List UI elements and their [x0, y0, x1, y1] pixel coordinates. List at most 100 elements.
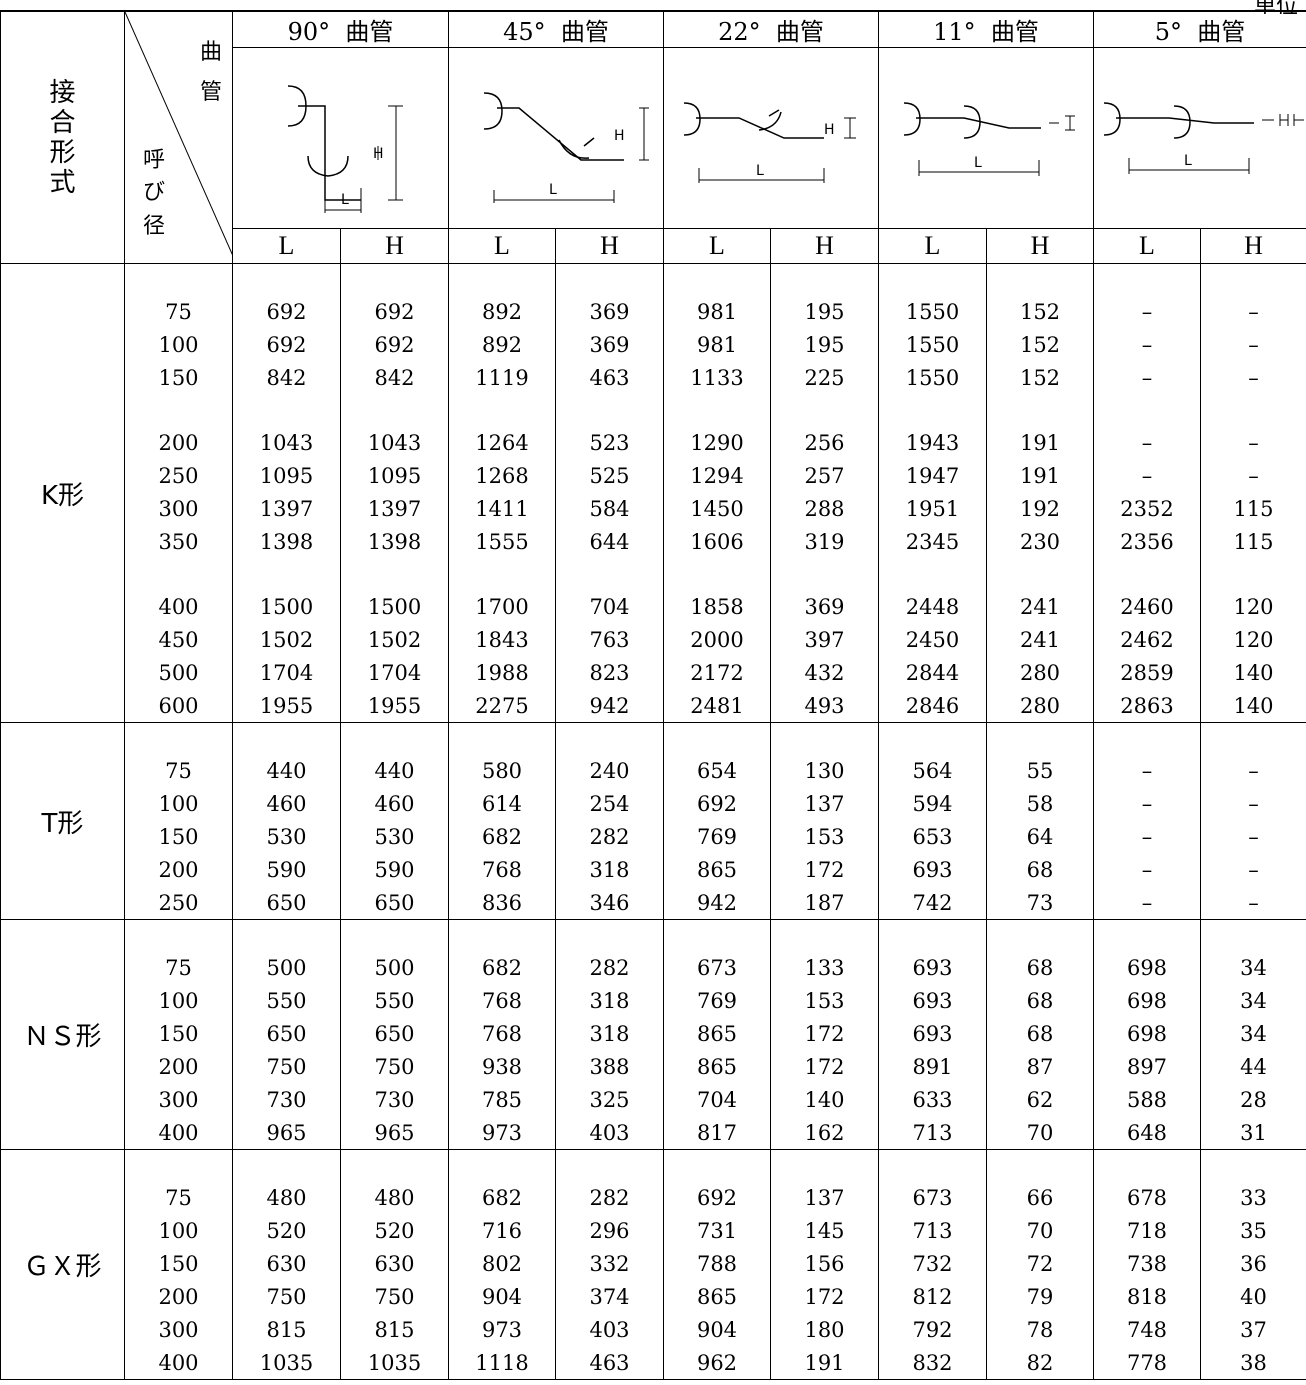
dimension-cell: 55	[986, 754, 1094, 787]
bend-22-title: 22° 曲管	[663, 10, 879, 48]
dimension-cell: 630	[232, 1247, 341, 1280]
dimension-cell: 1843	[448, 623, 556, 656]
dimension-cell: 325	[555, 1083, 664, 1116]
nominal-size-cell: 150	[124, 820, 233, 853]
table-row: 200 590 590 768 318 865 172 693 68– –	[1, 853, 1306, 886]
nominal-size-cell: 200	[124, 1050, 233, 1083]
dimension-cell: 530	[232, 820, 341, 853]
dimension-cell: 865	[663, 1017, 771, 1050]
dim-h-header: H	[770, 228, 879, 264]
dimension-cell: 682	[448, 820, 556, 853]
dimension-cell: 156	[770, 1247, 879, 1280]
dimension-cell: 463	[555, 361, 664, 394]
dimension-cell: 68	[986, 984, 1094, 1017]
dimension-cell: 815	[340, 1313, 449, 1346]
dimension-cell: 36	[1199, 1247, 1306, 1280]
dim-l-header: L	[663, 228, 771, 264]
table-row: 300 730 730 785 325 704 140 633 62 588 28	[1, 1083, 1306, 1116]
dimension-cell: 673	[663, 951, 771, 984]
table-row: 75 692 692 892 369 981 195 1550 152– –	[1, 295, 1306, 328]
dimension-cell: 257	[770, 459, 879, 492]
dimension-cell: 62	[986, 1083, 1094, 1116]
dimension-cell: 938	[448, 1050, 556, 1083]
dimension-cell: 2448	[878, 590, 987, 623]
nominal-size-cell: 400	[124, 590, 233, 623]
dimension-cell: –	[1093, 754, 1201, 787]
dimension-cell: 73	[986, 886, 1094, 920]
dimension-cell: 692	[663, 787, 771, 820]
dim-h-header: H	[340, 228, 449, 264]
dimension-cell: 115	[1199, 492, 1306, 525]
dimension-cell: 38	[1199, 1346, 1306, 1380]
dimension-cell: 153	[770, 820, 879, 853]
table-row: 200 1043 1043 1264 523 1290 256 1943 191– –	[1, 426, 1306, 459]
dimension-cell: 2844	[878, 656, 987, 689]
table-row: 75 440 440 580 240 654 130 564 55– –	[1, 754, 1306, 787]
dimension-cell: 1951	[878, 492, 987, 525]
dimension-cell: 1502	[340, 623, 449, 656]
dimension-cell: 769	[663, 820, 771, 853]
dimension-cell: –	[1199, 426, 1306, 459]
dimension-cell: 682	[448, 1181, 556, 1214]
dim-h-header: H	[1199, 228, 1306, 264]
dimension-cell: 817	[663, 1116, 771, 1150]
dimension-cell: 823	[555, 656, 664, 689]
bend-45-diagram: L H	[448, 47, 664, 229]
svg-text:L: L	[341, 192, 349, 208]
dimension-cell: 732	[878, 1247, 987, 1280]
dimension-cell: 256	[770, 426, 879, 459]
dimension-cell: 1398	[232, 525, 341, 558]
nominal-size-cell: 300	[124, 1313, 233, 1346]
dimension-cell: 115	[1199, 525, 1306, 558]
dimension-cell: 1133	[663, 361, 771, 394]
dimension-cell: 1550	[878, 295, 987, 328]
dimension-cell: 812	[878, 1280, 987, 1313]
dimension-cell: 973	[448, 1313, 556, 1346]
svg-text:L: L	[974, 155, 982, 171]
joint-label-2: 合	[49, 107, 76, 138]
nominal-size-cell: 400	[124, 1116, 233, 1150]
nominal-size-cell: 300	[124, 492, 233, 525]
dimension-cell: –	[1199, 886, 1306, 920]
dimension-cell: 388	[555, 1050, 664, 1083]
dimension-cell: 2275	[448, 689, 556, 723]
dimension-cell: 2352	[1093, 492, 1201, 525]
dimension-cell: 1704	[340, 656, 449, 689]
dimension-cell: 500	[232, 951, 341, 984]
dimension-cell: –	[1093, 787, 1201, 820]
nominal-size-cell: 150	[124, 1247, 233, 1280]
dimension-cell: 2000	[663, 623, 771, 656]
dimension-cell: 802	[448, 1247, 556, 1280]
dimension-cell: 1398	[340, 525, 449, 558]
joint-label-4: 式	[49, 167, 76, 198]
dimension-cell: 742	[878, 886, 987, 920]
dimension-cell: 152	[986, 328, 1094, 361]
dimension-cell: 296	[555, 1214, 664, 1247]
dimension-cell: 981	[663, 295, 771, 328]
dimension-cell: 87	[986, 1050, 1094, 1083]
dimension-cell: 500	[340, 951, 449, 984]
dimension-cell: 891	[878, 1050, 987, 1083]
dimension-cell: 768	[448, 853, 556, 886]
nominal-size-cell: 400	[124, 1346, 233, 1380]
dimension-cell: 70	[986, 1214, 1094, 1247]
dimension-cell: 152	[986, 295, 1094, 328]
nominal-size-cell: 75	[124, 1181, 233, 1214]
joint-label-1: 接	[49, 77, 76, 108]
nominal-size-cell: 100	[124, 328, 233, 361]
corner-size-char-2: び	[143, 180, 166, 205]
dimension-cell: 70	[986, 1116, 1094, 1150]
dimension-cell: 282	[555, 951, 664, 984]
dimension-cell: 403	[555, 1313, 664, 1346]
dim-l-header: L	[1093, 228, 1201, 264]
dimension-cell: 66	[986, 1181, 1094, 1214]
dimension-cell: 1500	[340, 590, 449, 623]
dimension-cell: 40	[1199, 1280, 1306, 1313]
dimension-cell: 981	[663, 328, 771, 361]
dimension-cell: –	[1093, 295, 1201, 328]
dimension-cell: 692	[340, 328, 449, 361]
table-row: 150 842 842 1119 463 1133 225 1550 152– –	[1, 361, 1306, 394]
dimension-cell: 1411	[448, 492, 556, 525]
dimension-cell: 162	[770, 1116, 879, 1150]
table-row: 600 1955 1955 2275 942 2481 493 2846 280 2863 140	[1, 689, 1306, 723]
